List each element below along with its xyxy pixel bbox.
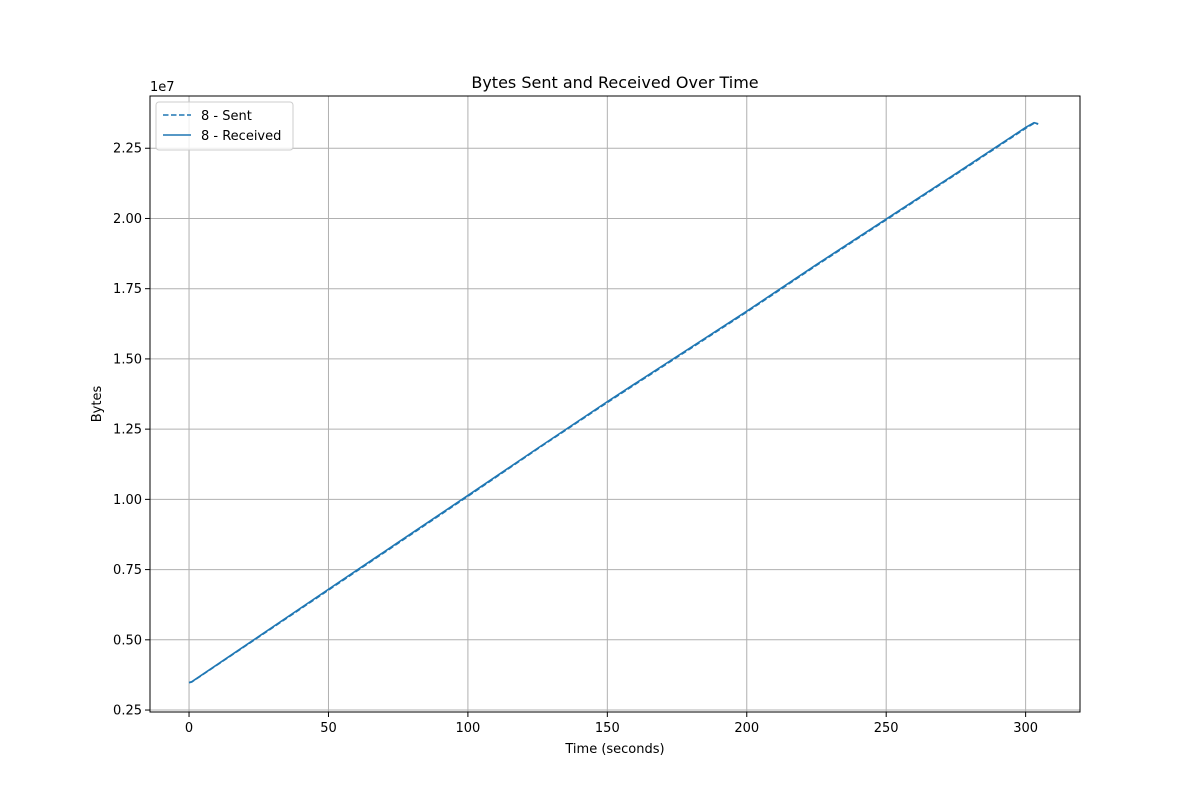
legend-box — [155, 101, 294, 151]
x-tick-label: 150 — [595, 721, 620, 736]
chart-title: Bytes Sent and Received Over Time — [471, 73, 758, 92]
x-tick-label: 50 — [320, 721, 337, 736]
series-layer — [188, 121, 1039, 684]
y-tick-label: 1.25 — [113, 423, 142, 438]
x-tick-label: 250 — [874, 721, 899, 736]
x-axis: 0 50 100 150 200 250 300 — [185, 712, 1038, 736]
legend: 8 - Sent 8 - Received — [155, 101, 294, 151]
x-tick-label: 0 — [185, 721, 193, 736]
legend-label-sent: 8 - Sent — [201, 109, 252, 124]
y-tick-label: 1.50 — [113, 352, 142, 367]
x-tick-label: 200 — [734, 721, 759, 736]
plot-frame — [149, 95, 1081, 713]
y-axis-label: Bytes — [90, 386, 105, 423]
y-tick-label: 2.25 — [113, 142, 142, 157]
grid-lines — [150, 96, 1080, 712]
y-tick-label: 1.75 — [113, 282, 142, 297]
x-tick-label: 300 — [1013, 721, 1038, 736]
y-tick-label: 0.25 — [113, 704, 142, 719]
x-tick-label: 100 — [455, 721, 480, 736]
y-tick-label: 0.50 — [113, 633, 142, 648]
y-axis: 0.25 0.50 0.75 1.00 1.25 1.50 1.75 2.00 2.25 — [113, 142, 150, 719]
y-tick-label: 2.00 — [113, 212, 142, 227]
x-axis-label: Time (seconds) — [564, 742, 664, 757]
series-line-received — [188, 121, 1039, 684]
y-tick-label: 0.75 — [113, 563, 142, 578]
y-axis-offset-label: 1e7 — [150, 80, 175, 95]
plot-area — [150, 96, 1080, 712]
legend-label-received: 8 - Received — [201, 129, 281, 144]
y-tick-label: 1.00 — [113, 493, 142, 508]
